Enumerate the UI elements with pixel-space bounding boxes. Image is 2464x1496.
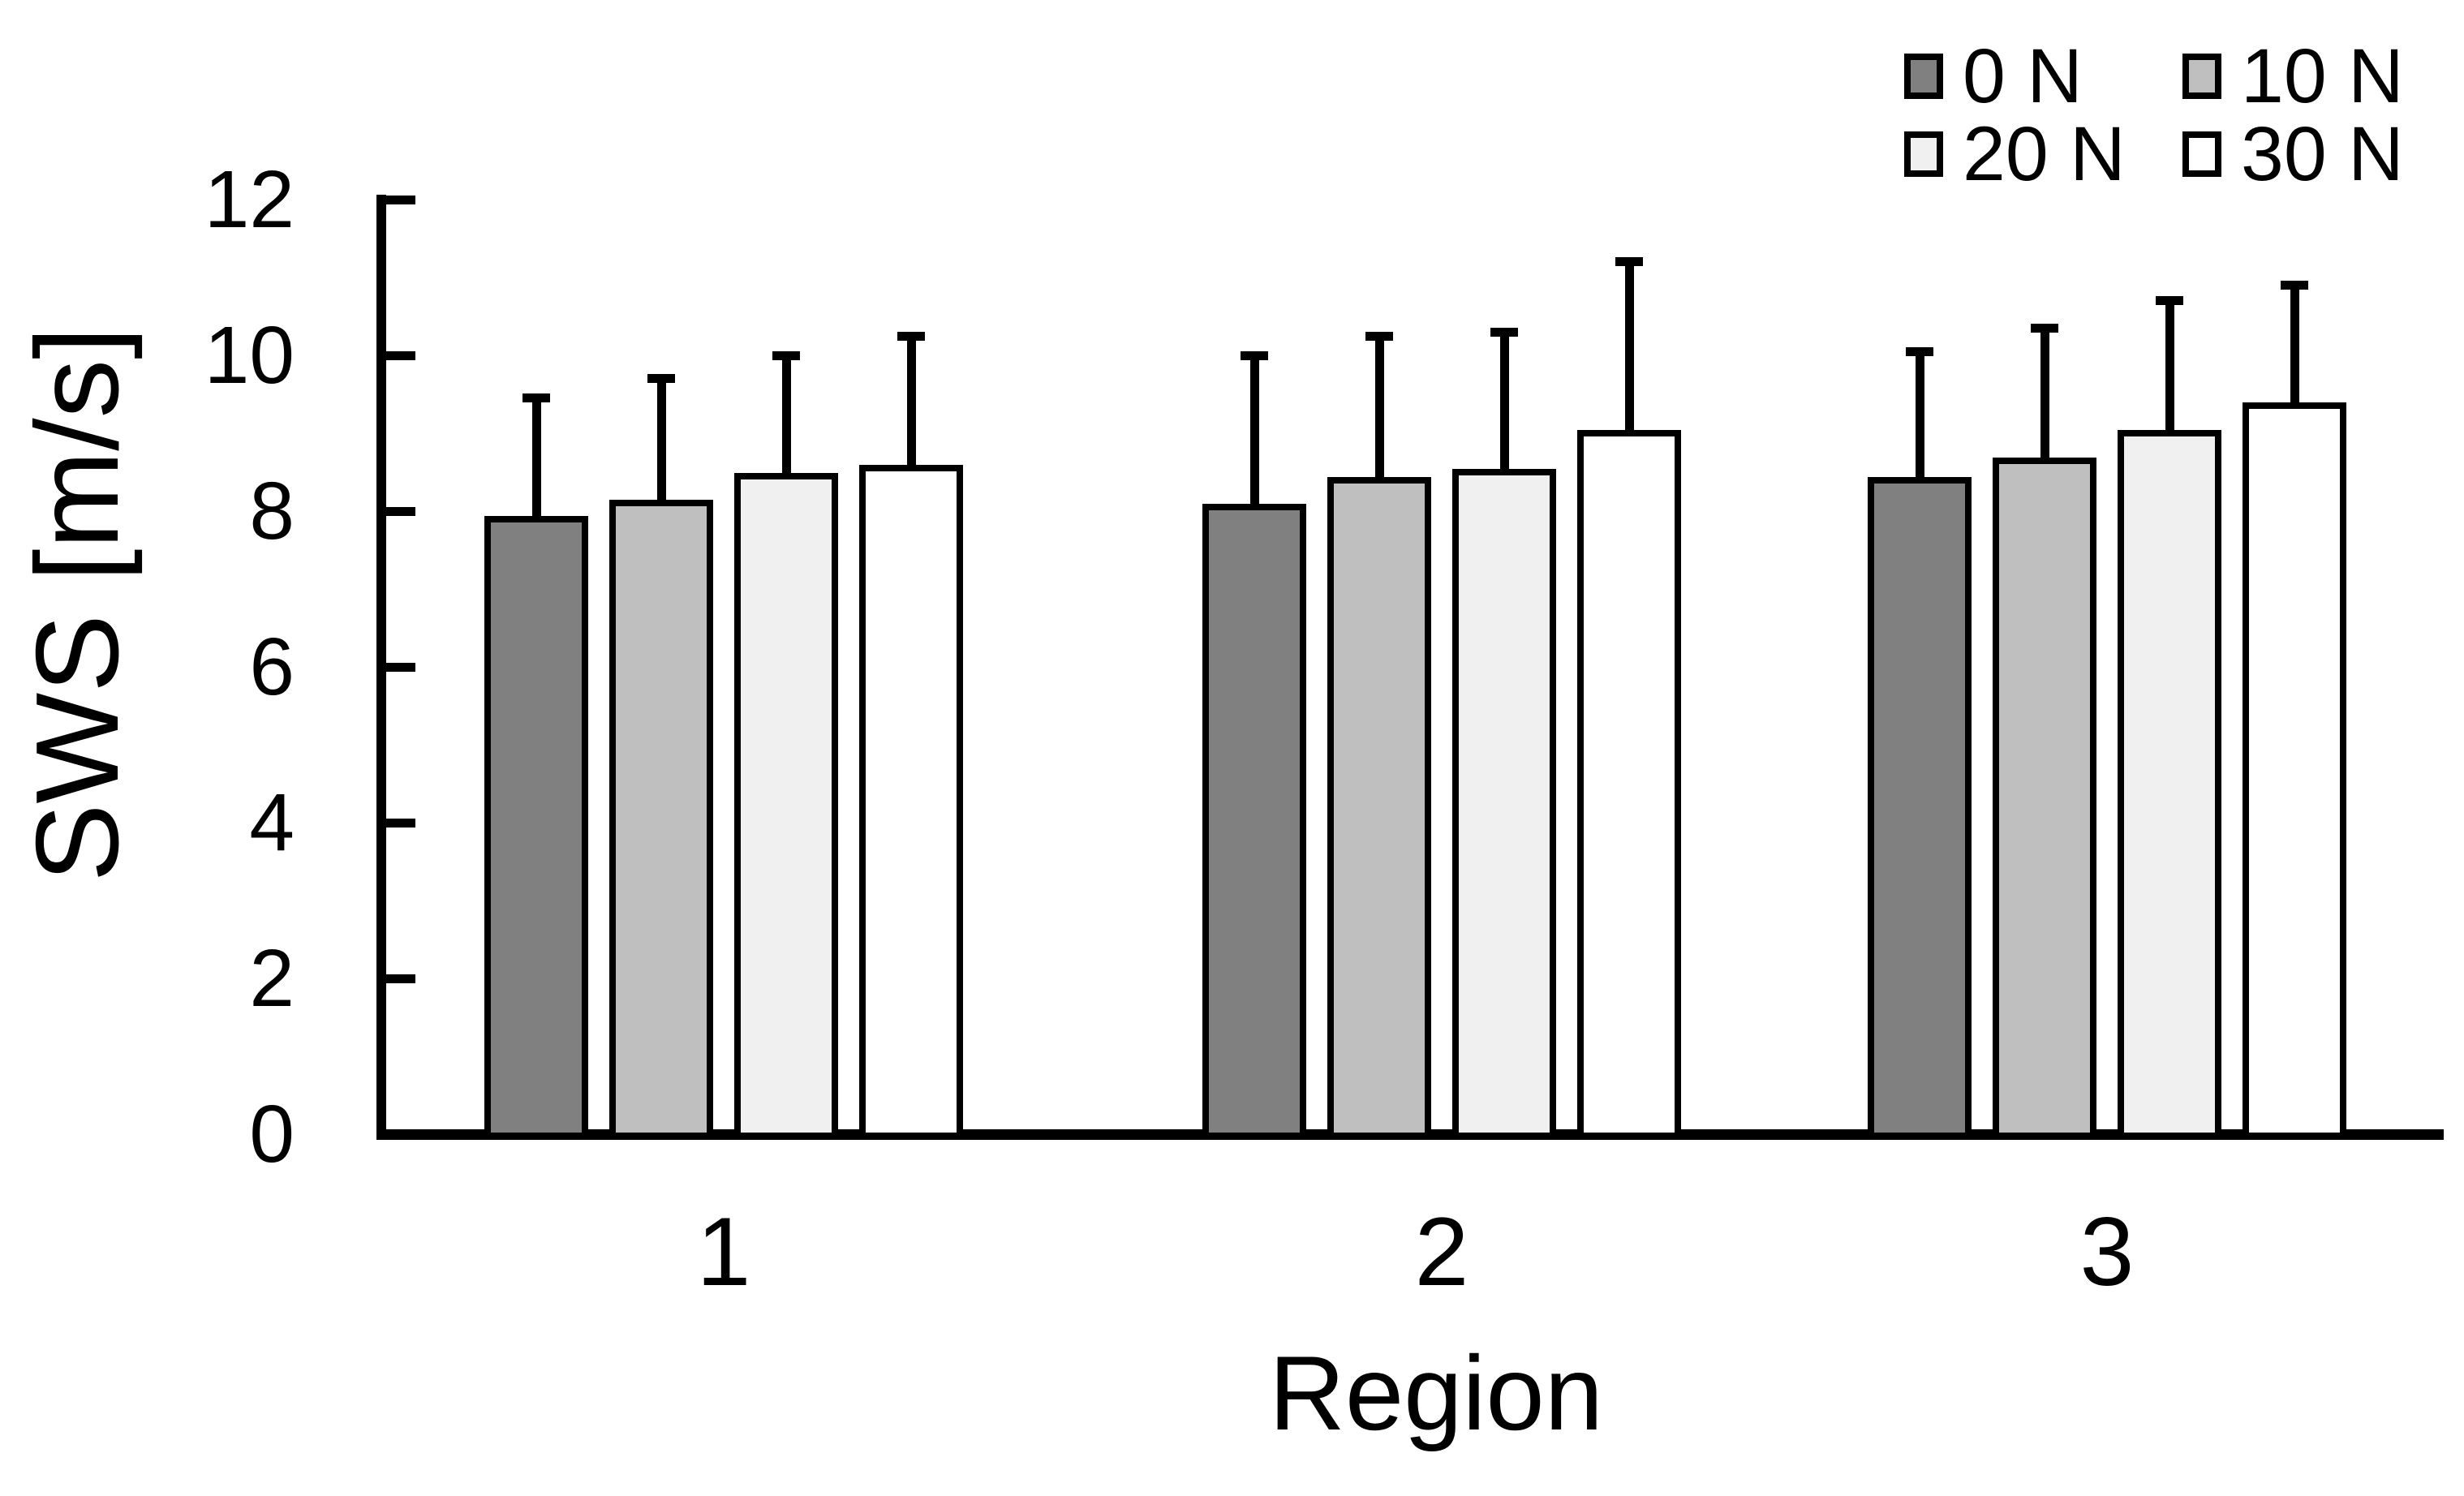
y-tick-label: 8	[249, 466, 295, 557]
error-bar	[1249, 355, 1259, 508]
error-bar-cap	[647, 374, 675, 384]
error-bar	[2165, 300, 2174, 433]
y-tick-label: 10	[204, 310, 295, 401]
error-bar-cap	[1241, 350, 1268, 360]
error-bar	[1915, 351, 1924, 480]
error-bar-cap	[522, 393, 550, 403]
legend-label: 20 N	[1963, 111, 2126, 197]
y-axis-tick	[386, 974, 415, 983]
bar-0N-region-1	[484, 515, 588, 1139]
y-axis-tick	[386, 506, 415, 516]
error-bar	[1499, 332, 1509, 472]
error-bar	[2040, 328, 2049, 461]
error-bar	[656, 378, 666, 504]
error-bar	[1374, 336, 1384, 480]
x-tick-label: 1	[696, 1197, 751, 1306]
error-bar-cap	[1365, 331, 1393, 341]
legend-swatch-icon	[2182, 131, 2221, 177]
error-bar	[906, 336, 916, 469]
error-bar	[1624, 261, 1634, 433]
bar-30N-region-3	[2243, 402, 2346, 1139]
x-tick-label: 2	[1414, 1197, 1469, 1306]
y-tick-label: 12	[204, 154, 295, 245]
error-bar-cap	[1490, 327, 1518, 337]
bar-20N-region-3	[2118, 430, 2221, 1139]
bar-10N-region-3	[1993, 457, 2096, 1139]
error-bar	[2290, 285, 2299, 406]
legend-label: 10 N	[2241, 33, 2404, 119]
legend-entry-10N: 10 N	[2182, 36, 2404, 117]
bar-10N-region-2	[1327, 476, 1431, 1139]
legend-label: 0 N	[1963, 33, 2083, 119]
legend-swatch-icon	[1904, 131, 1943, 177]
bar-20N-region-1	[734, 472, 838, 1139]
y-tick-label: 0	[249, 1089, 295, 1180]
bar-0N-region-2	[1202, 504, 1306, 1139]
legend-swatch-icon	[2182, 54, 2221, 99]
legend-entry-0N: 0 N	[1904, 36, 2083, 117]
y-axis-tick	[386, 818, 415, 828]
error-bar-cap	[2031, 323, 2058, 333]
y-tick-label: 6	[249, 621, 295, 712]
bar-30N-region-1	[859, 465, 963, 1139]
error-bar-cap	[1615, 257, 1643, 267]
bar-10N-region-1	[609, 500, 713, 1139]
y-tick-label: 2	[249, 933, 295, 1024]
legend-label: 30 N	[2241, 111, 2404, 197]
error-bar-cap	[1906, 346, 1933, 356]
error-bar-cap	[772, 350, 800, 360]
error-bar-cap	[2156, 296, 2183, 306]
x-axis-title: Region	[1269, 1334, 1603, 1452]
legend-swatch-icon	[1904, 54, 1943, 99]
y-tick-label: 4	[249, 777, 295, 868]
y-axis-tick	[386, 195, 415, 204]
y-axis-tick	[386, 350, 415, 360]
x-tick-label: 3	[2079, 1197, 2135, 1306]
error-bar	[531, 398, 541, 519]
error-bar-cap	[2281, 281, 2308, 290]
bar-30N-region-2	[1577, 430, 1681, 1139]
bar-0N-region-3	[1868, 476, 1972, 1139]
y-axis-line	[376, 195, 386, 1140]
y-axis-tick	[386, 662, 415, 672]
legend-entry-30N: 30 N	[2182, 114, 2404, 195]
error-bar-cap	[897, 331, 925, 341]
error-bar	[781, 355, 791, 476]
legend-entry-20N: 20 N	[1904, 114, 2126, 195]
bar-20N-region-2	[1452, 469, 1556, 1139]
